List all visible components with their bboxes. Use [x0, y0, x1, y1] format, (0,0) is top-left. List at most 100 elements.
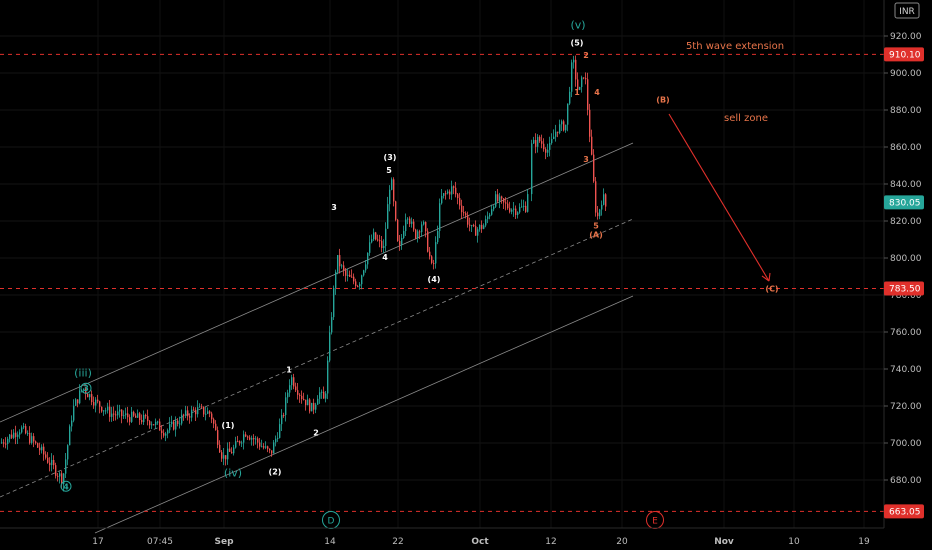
- wave-label: 3: [83, 384, 89, 393]
- candle-up: [361, 275, 363, 285]
- candle-up: [103, 410, 105, 412]
- candle-up: [385, 228, 387, 246]
- wave-label: 4: [382, 253, 388, 262]
- candle-up: [165, 433, 167, 436]
- candle-down: [45, 454, 47, 458]
- candle-up: [131, 411, 133, 422]
- candle-up: [573, 59, 575, 63]
- currency-label: INR: [899, 7, 915, 17]
- candle-up: [555, 131, 557, 137]
- bottom-level-tag-label: 663.05: [889, 507, 921, 517]
- target-level-tag-label: 783.50: [889, 285, 921, 295]
- candle-down: [593, 154, 595, 182]
- y-tick-label: 840.00: [890, 180, 922, 190]
- candle-down: [375, 232, 377, 240]
- candle-up: [307, 399, 309, 406]
- candle-down: [507, 203, 509, 209]
- candle-up: [279, 424, 281, 438]
- currency-badge[interactable]: INR: [894, 2, 920, 19]
- candle-up: [511, 209, 513, 212]
- candle-down: [77, 399, 79, 404]
- candle-up: [389, 189, 391, 205]
- candle-up: [125, 413, 127, 416]
- wave-label: (2): [269, 467, 282, 476]
- price-levels: [0, 53, 884, 512]
- candle-up: [327, 360, 329, 394]
- candle-up: [493, 206, 495, 210]
- y-tick-label: 900.00: [890, 69, 922, 79]
- candle-up: [579, 87, 581, 90]
- candle-down: [589, 109, 591, 137]
- candle-down: [303, 399, 305, 401]
- time-axis[interactable]: 17 07:45 Sep 14 22 Oct 12 20 Nov 10 19: [0, 527, 884, 547]
- candle-down: [211, 413, 213, 420]
- y-tick-label: 760.00: [890, 328, 922, 338]
- candle-down: [201, 406, 203, 408]
- candle-up: [63, 473, 65, 485]
- candle-down: [29, 432, 31, 443]
- candle-up: [523, 205, 525, 207]
- candle-up: [179, 423, 181, 425]
- candle-down: [97, 399, 99, 402]
- candle-up: [489, 214, 491, 217]
- candle-down: [127, 413, 129, 418]
- channel-lower-line: [94, 295, 634, 534]
- candle-down: [239, 441, 241, 444]
- x-tick-label: Sep: [214, 537, 234, 547]
- candle-down: [399, 241, 401, 245]
- candle-up: [59, 473, 61, 477]
- candle-down: [91, 394, 93, 403]
- candle-up: [111, 413, 113, 417]
- candle-up: [119, 409, 121, 412]
- price-axis[interactable]: 680.00 700.00 720.00 740.00 760.00 780.00 800.…: [883, 0, 924, 528]
- candle-down: [409, 218, 411, 224]
- candle-up: [289, 385, 291, 393]
- wave-label: (3): [384, 153, 397, 162]
- candle-up: [371, 239, 373, 243]
- candle-down: [37, 443, 39, 448]
- candle-up: [205, 413, 207, 415]
- y-tick-label: 800.00: [890, 254, 922, 264]
- candle-down: [217, 430, 219, 445]
- wave-label: 3: [583, 155, 589, 164]
- wave-label: (iv): [224, 466, 242, 479]
- candle-up: [287, 392, 289, 398]
- candle-down: [49, 462, 51, 466]
- candle-up: [143, 414, 145, 423]
- candle-up: [483, 225, 485, 229]
- candle-up: [581, 77, 583, 88]
- candle-down: [459, 198, 461, 206]
- candle-down: [465, 213, 467, 216]
- candle-down: [173, 421, 175, 430]
- wave-label: (4): [428, 275, 441, 284]
- candle-up: [233, 447, 235, 454]
- candle-down: [99, 401, 101, 407]
- candle-up: [485, 219, 487, 226]
- candle-up: [391, 179, 393, 190]
- candle-down: [475, 226, 477, 236]
- candle-down: [61, 473, 63, 485]
- candle-down: [177, 420, 179, 424]
- candle-down: [425, 222, 427, 232]
- wave-marker-circle: [80, 382, 92, 394]
- candle-down: [461, 205, 463, 213]
- candle-down: [149, 421, 151, 426]
- wave-label: (B): [656, 96, 669, 105]
- candle-up: [517, 212, 519, 215]
- candle-up: [89, 394, 91, 398]
- candle-down: [585, 78, 587, 80]
- candle-up: [401, 237, 403, 245]
- candle-down: [33, 436, 35, 442]
- candle-up: [439, 203, 441, 232]
- wave-label: 3: [331, 203, 337, 212]
- candle-up: [95, 399, 97, 406]
- candle-down: [455, 187, 457, 195]
- candle-up: [601, 204, 603, 210]
- wave-label: 2: [313, 429, 319, 438]
- candle-up: [79, 390, 81, 404]
- candle-up: [137, 413, 139, 418]
- candle-down: [445, 193, 447, 195]
- y-tick-label: 720.00: [890, 402, 922, 412]
